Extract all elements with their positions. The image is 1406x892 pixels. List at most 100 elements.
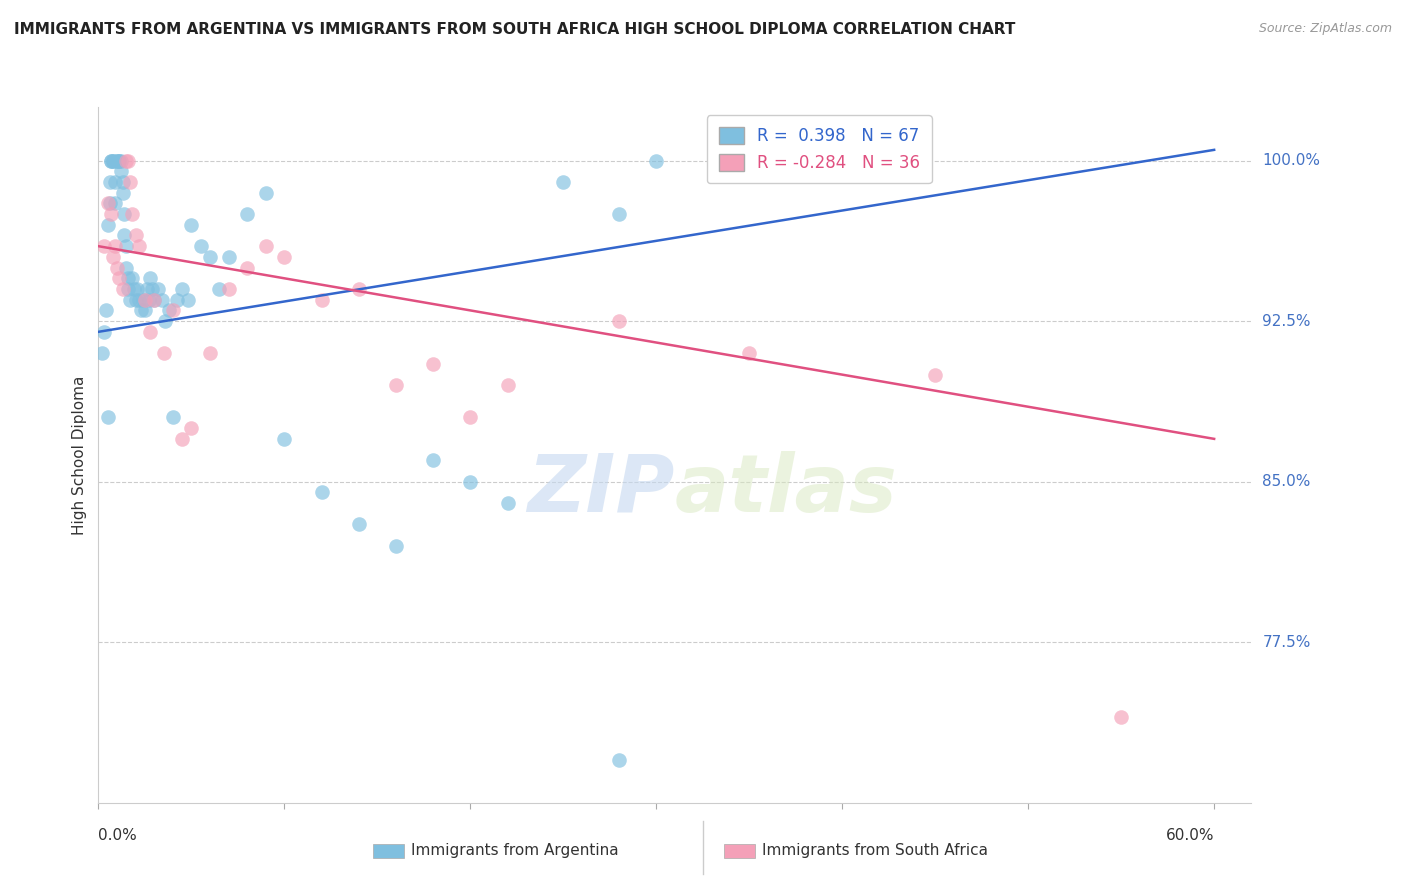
Point (128, 239, 150, 253)
Point (236, 207, 259, 221)
Point (146, 282, 169, 296)
Point (103, 153, 125, 168)
Point (100, 207, 122, 221)
Point (105, 153, 128, 168)
Point (172, 282, 194, 296)
Point (91, 346, 114, 360)
Point (121, 207, 143, 221)
Point (134, 303, 156, 318)
Text: 85.0%: 85.0% (1263, 475, 1310, 489)
Point (141, 282, 163, 296)
Point (100, 153, 122, 168)
Point (117, 282, 139, 296)
Point (93, 239, 115, 253)
Point (273, 432, 295, 446)
Point (347, 282, 370, 296)
Text: Immigrants from South Africa: Immigrants from South Africa (762, 844, 988, 858)
Point (143, 293, 166, 307)
Point (385, 378, 408, 392)
Point (97, 218, 120, 232)
Point (645, 153, 668, 168)
Point (115, 153, 138, 168)
Point (139, 271, 162, 285)
Point (1109, 710, 1132, 724)
Point (150, 293, 173, 307)
Point (254, 186, 277, 200)
Point (103, 250, 125, 264)
Text: 92.5%: 92.5% (1263, 314, 1310, 328)
Point (738, 346, 761, 360)
Point (98, 175, 121, 189)
Point (105, 260, 128, 275)
Point (108, 153, 131, 168)
Point (460, 410, 482, 425)
Point (121, 271, 143, 285)
Point (422, 453, 444, 467)
Text: 77.5%: 77.5% (1263, 635, 1310, 649)
Text: 0.0%: 0.0% (98, 829, 138, 844)
Point (143, 293, 166, 307)
Point (127, 282, 149, 296)
Point (347, 517, 370, 532)
Point (198, 250, 221, 264)
Point (162, 410, 184, 425)
Point (118, 175, 141, 189)
Point (218, 282, 240, 296)
Point (172, 432, 194, 446)
Point (97, 196, 120, 211)
Point (176, 293, 198, 307)
Point (93, 325, 115, 339)
Point (110, 153, 132, 168)
Point (162, 303, 184, 318)
Point (198, 346, 221, 360)
Point (115, 260, 138, 275)
Point (236, 260, 259, 275)
Point (218, 250, 240, 264)
Point (254, 239, 277, 253)
Point (180, 421, 202, 435)
Point (311, 485, 333, 500)
Point (104, 239, 127, 253)
Point (105, 153, 128, 168)
Point (553, 175, 575, 189)
Point (124, 293, 146, 307)
Text: Source: ZipAtlas.com: Source: ZipAtlas.com (1258, 22, 1392, 36)
Point (166, 293, 188, 307)
Point (422, 357, 444, 371)
Point (924, 368, 946, 382)
Legend: R =  0.398   N = 67, R = -0.284   N = 36: R = 0.398 N = 67, R = -0.284 N = 36 (707, 115, 932, 184)
Text: IMMIGRANTS FROM ARGENTINA VS IMMIGRANTS FROM SOUTH AFRICA HIGH SCHOOL DIPLOMA CO: IMMIGRANTS FROM ARGENTINA VS IMMIGRANTS … (14, 22, 1015, 37)
Point (132, 293, 155, 307)
Point (128, 293, 150, 307)
Point (607, 314, 630, 328)
Text: Immigrants from Argentina: Immigrants from Argentina (411, 844, 619, 858)
Point (273, 250, 295, 264)
Point (94, 303, 117, 318)
Point (111, 175, 134, 189)
Point (118, 293, 141, 307)
Point (103, 153, 125, 168)
Point (208, 282, 231, 296)
Point (152, 346, 174, 360)
Point (117, 153, 139, 168)
Y-axis label: High School Diploma: High School Diploma (72, 376, 87, 534)
Point (98, 196, 121, 211)
Point (115, 239, 138, 253)
Point (100, 153, 122, 168)
Text: 100.0%: 100.0% (1263, 153, 1320, 168)
Point (114, 228, 136, 243)
Point (190, 239, 212, 253)
Point (311, 293, 333, 307)
Point (155, 314, 177, 328)
Point (110, 164, 132, 178)
Point (139, 325, 162, 339)
Point (114, 207, 136, 221)
Point (97, 410, 120, 425)
Point (135, 282, 157, 296)
Point (607, 207, 630, 221)
Point (134, 293, 156, 307)
Point (111, 186, 134, 200)
Point (157, 303, 180, 318)
Text: atlas: atlas (675, 450, 897, 529)
Point (124, 228, 146, 243)
